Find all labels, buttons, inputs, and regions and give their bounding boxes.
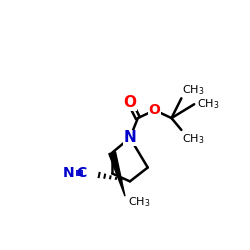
Text: N: N [63, 166, 74, 180]
Text: CH$_3$: CH$_3$ [182, 132, 205, 146]
Text: O: O [124, 95, 136, 110]
Text: CH$_3$: CH$_3$ [128, 195, 150, 209]
Text: C: C [76, 166, 86, 180]
Polygon shape [109, 152, 125, 196]
Text: CH$_3$: CH$_3$ [197, 97, 220, 111]
Text: O: O [149, 103, 160, 117]
Text: N: N [124, 130, 136, 145]
Text: CH$_3$: CH$_3$ [182, 84, 205, 97]
